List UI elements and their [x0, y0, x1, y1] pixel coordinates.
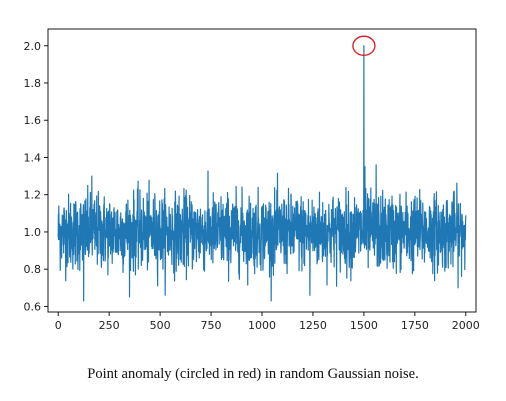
- series-layer: [57, 45, 467, 302]
- series-line: [57, 45, 467, 302]
- y-tick-label: 1.4: [24, 151, 42, 164]
- y-tick-label: 2.0: [24, 40, 42, 53]
- axes-layer: 0 250 500 750 1000 1250 1500 1750 2000 0.6 0.8 1.0 1…: [24, 28, 480, 332]
- x-tick-label: 1000: [248, 319, 276, 332]
- x-tick-label: 1500: [350, 319, 378, 332]
- y-tick-label: 1.2: [24, 189, 42, 202]
- y-tick-label: 1.6: [24, 114, 42, 127]
- x-tick-label: 750: [201, 319, 222, 332]
- anomaly-circle: [352, 35, 376, 56]
- anomaly-layer: [352, 35, 376, 56]
- x-tick-label: 250: [99, 319, 120, 332]
- figure-caption: Point anomaly (circled in red) in random…: [87, 366, 419, 382]
- y-tick-label: 1.0: [24, 226, 42, 239]
- line-chart: 0 250 500 750 1000 1250 1500 1750 2000 0.6 0.8 1.0 1…: [24, 28, 480, 332]
- x-tick-label: 2000: [452, 319, 480, 332]
- x-tick-label: 500: [150, 319, 171, 332]
- x-tick-label: 1250: [299, 319, 327, 332]
- x-tick-label: 1750: [401, 319, 429, 332]
- y-tick-label: 0.6: [24, 300, 42, 313]
- x-tick-label: 0: [55, 319, 62, 332]
- y-tick-label: 0.8: [24, 263, 42, 276]
- figure: 0 250 500 750 1000 1250 1500 1750 2000 0.6 0.8 1.0 1…: [24, 28, 480, 332]
- y-tick-label: 1.8: [24, 77, 42, 90]
